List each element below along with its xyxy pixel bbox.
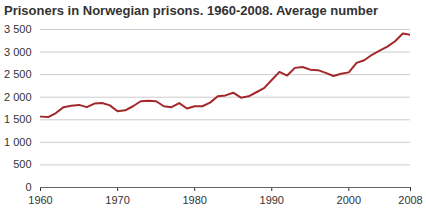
svg-text:500: 500 — [13, 158, 31, 170]
svg-text:1 000: 1 000 — [4, 136, 32, 148]
svg-text:1 500: 1 500 — [4, 113, 32, 125]
svg-text:0: 0 — [25, 181, 31, 193]
svg-text:2008: 2008 — [398, 194, 422, 206]
svg-text:1980: 1980 — [182, 194, 206, 206]
svg-text:3 500: 3 500 — [4, 23, 32, 35]
svg-text:2000: 2000 — [337, 194, 361, 206]
html-text:Prisoners in Norwegian prisons: Prisoners in Norwegian prisons. 1960-200… — [4, 3, 378, 18]
svg-text:2 500: 2 500 — [4, 68, 32, 80]
svg-text:1960: 1960 — [28, 194, 52, 206]
svg-text:1990: 1990 — [260, 194, 284, 206]
svg-text:1970: 1970 — [105, 194, 129, 206]
svg-text:3 000: 3 000 — [4, 46, 32, 58]
svg-text:2 000: 2 000 — [4, 91, 32, 103]
